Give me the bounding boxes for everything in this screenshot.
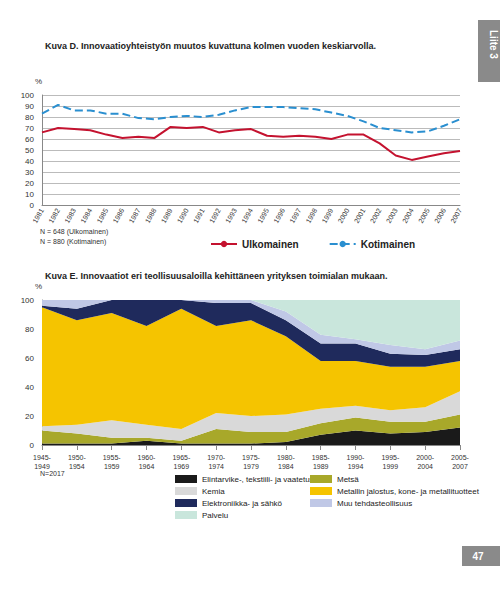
svg-text:1949: 1949 bbox=[34, 463, 50, 470]
svg-text:Kemia: Kemia bbox=[202, 487, 225, 496]
svg-text:2000-: 2000- bbox=[416, 454, 435, 461]
svg-text:100: 100 bbox=[21, 296, 35, 305]
svg-text:1985-: 1985- bbox=[312, 454, 331, 461]
svg-text:2006: 2006 bbox=[433, 207, 447, 224]
svg-text:60: 60 bbox=[25, 354, 34, 363]
svg-text:1955-: 1955- bbox=[103, 454, 122, 461]
svg-text:1984: 1984 bbox=[79, 207, 93, 224]
svg-text:2007: 2007 bbox=[449, 207, 463, 224]
svg-text:100: 100 bbox=[21, 91, 35, 100]
svg-text:1969: 1969 bbox=[174, 463, 190, 470]
svg-text:N = 880 (Kotimainen): N = 880 (Kotimainen) bbox=[40, 238, 106, 246]
svg-text:1998: 1998 bbox=[305, 207, 319, 224]
svg-text:1997: 1997 bbox=[288, 207, 302, 224]
svg-text:1970-: 1970- bbox=[207, 454, 226, 461]
svg-text:1988: 1988 bbox=[144, 207, 158, 224]
svg-text:1950-: 1950- bbox=[68, 454, 87, 461]
svg-text:1979: 1979 bbox=[243, 463, 259, 470]
svg-text:30: 30 bbox=[25, 168, 34, 177]
svg-text:2005: 2005 bbox=[417, 207, 431, 224]
svg-text:47: 47 bbox=[472, 551, 484, 562]
svg-text:Ulkomainen: Ulkomainen bbox=[242, 239, 299, 250]
svg-text:2004: 2004 bbox=[417, 463, 433, 470]
svg-text:N=2017: N=2017 bbox=[40, 470, 65, 477]
svg-text:2005-: 2005- bbox=[451, 454, 470, 461]
svg-text:1965-: 1965- bbox=[172, 454, 191, 461]
svg-text:1991: 1991 bbox=[192, 207, 206, 224]
svg-text:60: 60 bbox=[25, 135, 34, 144]
svg-text:1989: 1989 bbox=[313, 463, 329, 470]
svg-text:40: 40 bbox=[25, 157, 34, 166]
svg-text:1989: 1989 bbox=[160, 207, 174, 224]
svg-text:1990-: 1990- bbox=[347, 454, 366, 461]
svg-text:Palvelu: Palvelu bbox=[202, 511, 228, 520]
svg-text:Liite 3: Liite 3 bbox=[488, 30, 499, 59]
svg-text:Elintarvike-, tekstiili- ja va: Elintarvike-, tekstiili- ja vaatetus bbox=[202, 475, 314, 484]
svg-text:Elektroniikka- ja sähkö: Elektroniikka- ja sähkö bbox=[202, 499, 283, 508]
svg-text:Metsä: Metsä bbox=[337, 475, 359, 484]
svg-text:2004: 2004 bbox=[401, 207, 415, 224]
svg-text:2003: 2003 bbox=[385, 207, 399, 224]
svg-text:2007: 2007 bbox=[452, 463, 468, 470]
svg-text:0: 0 bbox=[30, 441, 35, 450]
svg-text:1992: 1992 bbox=[208, 207, 222, 224]
svg-text:2000: 2000 bbox=[337, 207, 351, 224]
svg-text:2002: 2002 bbox=[369, 207, 383, 224]
svg-text:1999: 1999 bbox=[321, 207, 335, 224]
svg-text:1983: 1983 bbox=[63, 207, 77, 224]
svg-text:%: % bbox=[35, 77, 42, 86]
svg-text:1982: 1982 bbox=[47, 207, 61, 224]
svg-text:1995-: 1995- bbox=[381, 454, 400, 461]
svg-text:1994: 1994 bbox=[348, 463, 364, 470]
svg-text:20: 20 bbox=[25, 412, 34, 421]
svg-text:1975-: 1975- bbox=[242, 454, 261, 461]
svg-text:1959: 1959 bbox=[104, 463, 120, 470]
svg-text:80: 80 bbox=[25, 113, 34, 122]
svg-text:Muu tehdasteollisuus: Muu tehdasteollisuus bbox=[337, 499, 412, 508]
svg-text:20: 20 bbox=[25, 179, 34, 188]
svg-text:1990: 1990 bbox=[176, 207, 190, 224]
svg-text:1996: 1996 bbox=[272, 207, 286, 224]
svg-text:1994: 1994 bbox=[240, 207, 254, 224]
svg-text:%: % bbox=[35, 282, 42, 291]
svg-text:N = 648 (Ulkomainen): N = 648 (Ulkomainen) bbox=[40, 228, 108, 236]
svg-text:70: 70 bbox=[25, 124, 34, 133]
svg-text:1984: 1984 bbox=[278, 463, 294, 470]
svg-text:1974: 1974 bbox=[208, 463, 224, 470]
svg-text:1985: 1985 bbox=[96, 207, 110, 224]
svg-text:90: 90 bbox=[25, 102, 34, 111]
svg-text:10: 10 bbox=[25, 190, 34, 199]
svg-text:1993: 1993 bbox=[224, 207, 238, 224]
svg-text:1986: 1986 bbox=[112, 207, 126, 224]
svg-text:Kotimainen: Kotimainen bbox=[361, 239, 415, 250]
svg-text:1981: 1981 bbox=[31, 207, 45, 224]
svg-text:Kuva E. Innovaatiot eri teolli: Kuva E. Innovaatiot eri teollisuusaloill… bbox=[45, 271, 388, 281]
svg-text:1999: 1999 bbox=[383, 463, 399, 470]
svg-text:0: 0 bbox=[30, 201, 35, 210]
svg-text:40: 40 bbox=[25, 383, 34, 392]
svg-text:1945-: 1945- bbox=[33, 454, 52, 461]
svg-text:50: 50 bbox=[25, 146, 34, 155]
svg-text:1980-: 1980- bbox=[277, 454, 296, 461]
svg-text:Metallin jalostus, kone- ja me: Metallin jalostus, kone- ja metallituott… bbox=[337, 487, 480, 496]
svg-text:2001: 2001 bbox=[353, 207, 367, 224]
svg-text:1954: 1954 bbox=[69, 463, 85, 470]
svg-text:Kuva D. Innovaatioyhteistyön m: Kuva D. Innovaatioyhteistyön muutos kuva… bbox=[45, 41, 376, 51]
svg-text:1964: 1964 bbox=[139, 463, 155, 470]
svg-text:1987: 1987 bbox=[128, 207, 142, 224]
svg-text:1960-: 1960- bbox=[138, 454, 157, 461]
svg-text:80: 80 bbox=[25, 325, 34, 334]
svg-text:1995: 1995 bbox=[256, 207, 270, 224]
